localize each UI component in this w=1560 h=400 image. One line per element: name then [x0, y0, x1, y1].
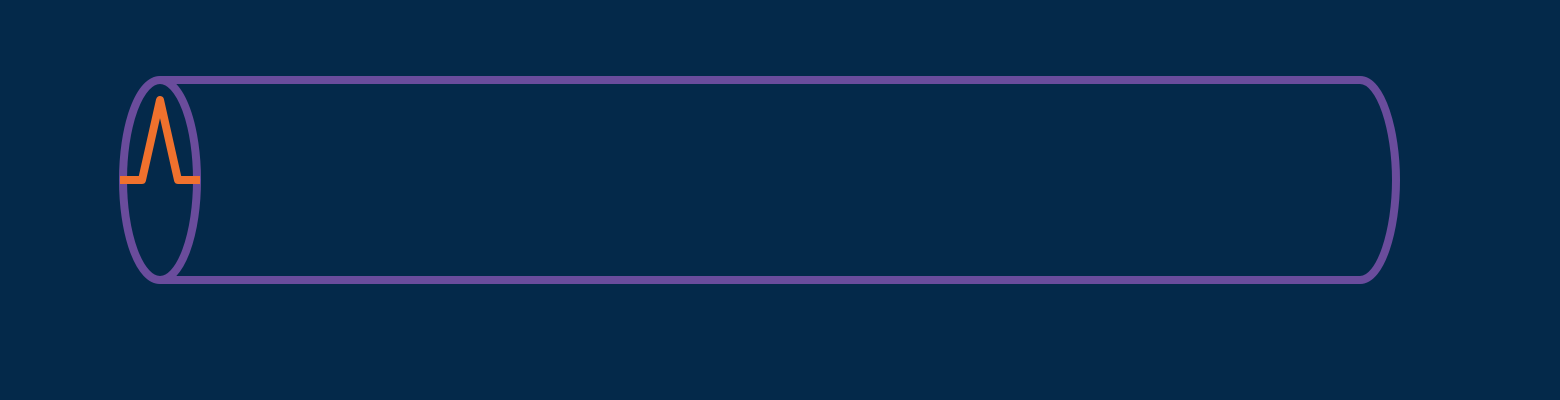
- tube-body-outline: [160, 76, 1400, 284]
- pulse-waveform: [120, 96, 200, 184]
